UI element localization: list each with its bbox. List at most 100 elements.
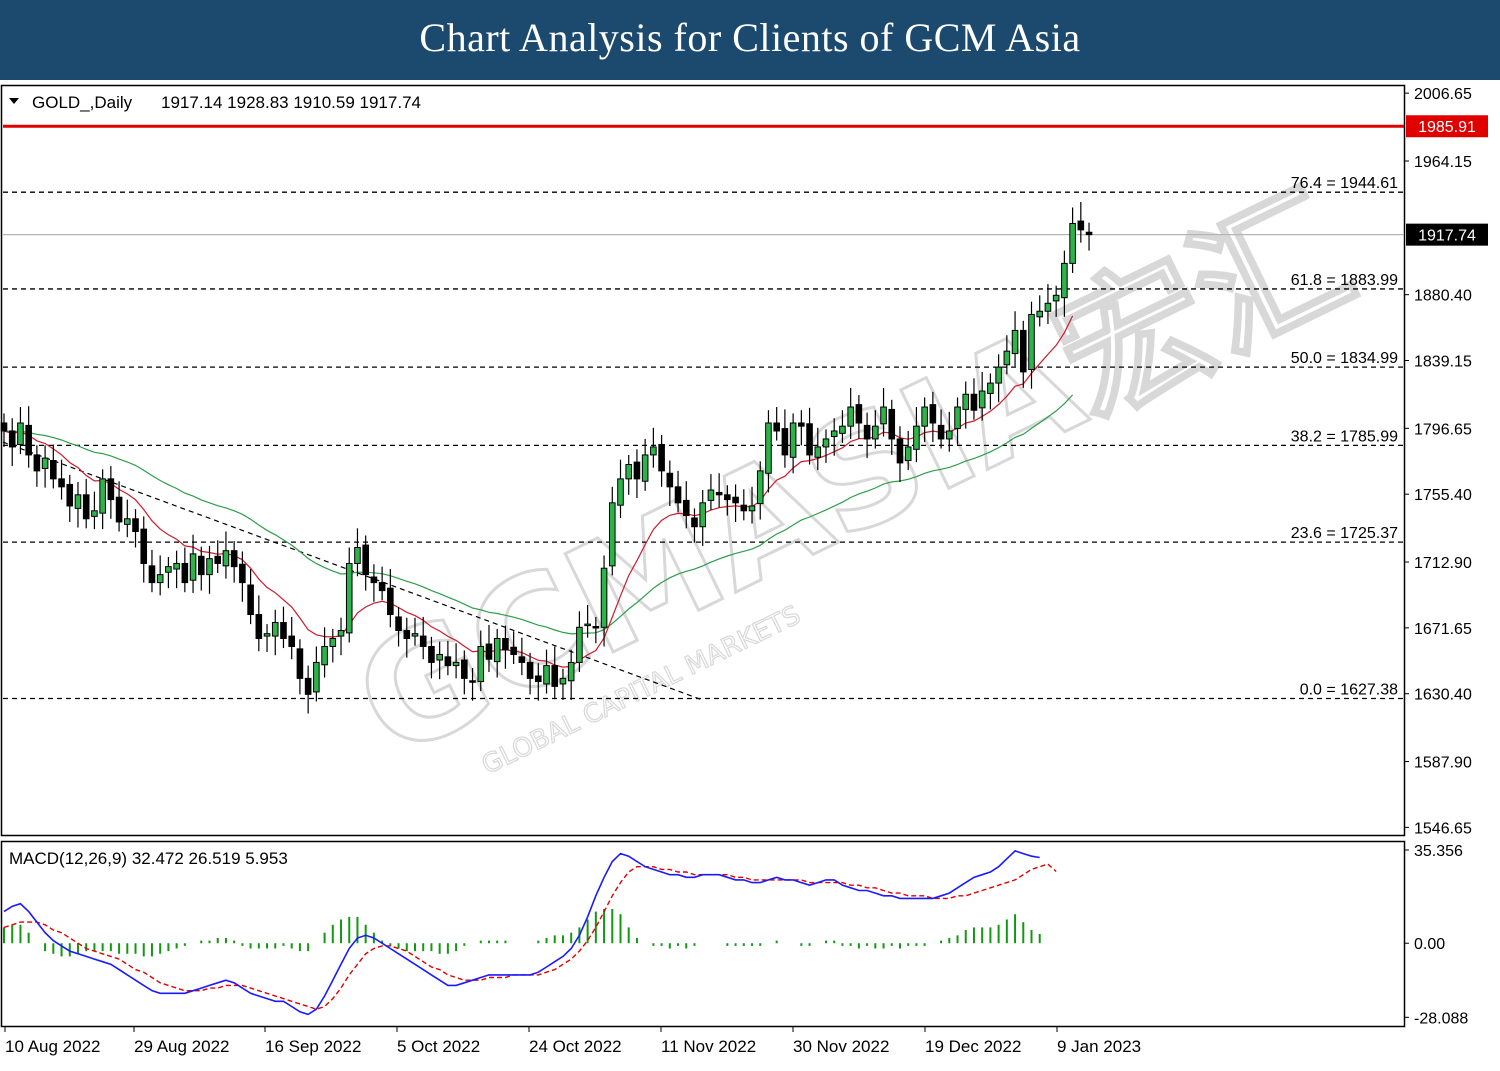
bull-candle [625,463,633,480]
bull-candle [1061,262,1068,299]
bull-candle [765,422,772,474]
bear-candle [66,483,74,507]
bear-candle [896,438,904,464]
bear-candle [296,648,304,679]
ohlc-label: 1917.14 1928.83 1910.59 1917.74 [161,93,421,112]
price-tick-label: 1796.65 [1414,421,1472,438]
bull-candle [124,518,131,525]
bear-candle [255,614,263,639]
bull-candle [822,438,830,448]
bull-candle [962,393,970,410]
bear-candle [82,494,90,520]
bull-candle [789,422,797,458]
price-tick-label: 1880.40 [1414,288,1472,305]
x-axis-label: 9 Jan 2023 [1057,1037,1141,1056]
fib-level-label: 0.0 = 1627.38 [1300,682,1398,699]
bull-candle [263,633,271,637]
x-axis-label: 11 Nov 2022 [661,1037,756,1056]
bull-candle [904,446,912,461]
bear-candle [132,518,139,533]
bear-candle [592,626,600,629]
bear-candle [937,424,945,440]
bull-candle [1036,310,1044,318]
bull-candle [748,505,756,512]
bull-candle [165,566,172,573]
bull-candle [954,406,961,430]
bull-candle [354,546,361,564]
symbol-label: GOLD_,Daily [32,93,133,112]
bear-candle [239,563,246,584]
fib-level-label: 23.6 = 1725.37 [1291,525,1398,542]
fib-level-label: 76.4 = 1944.61 [1291,175,1398,192]
bear-candle [25,424,32,456]
bear-candle [855,404,863,424]
bull-candle [543,665,550,685]
bull-candle [156,574,164,584]
bear-candle [666,472,674,488]
bear-candle [469,680,476,683]
bull-candle [313,661,320,693]
x-axis-label: 24 Oct 2022 [529,1037,622,1056]
macd-tick-label: -28.088 [1414,1010,1468,1027]
bear-candle [682,499,690,517]
bear-candle [181,562,189,584]
price-chart[interactable]: GCMASIA宏汇 GLOBAL CAPITAL MARKETS 2006.65… [0,80,1500,1071]
bull-candle [650,446,657,456]
bull-candle [756,470,764,505]
bear-candle [428,645,435,663]
x-axis-label: 29 Aug 2022 [134,1037,229,1056]
bear-candle [107,478,115,501]
bear-candle [304,677,312,695]
bull-candle [921,406,928,427]
bull-candle [452,661,460,667]
bull-candle [74,494,82,509]
bear-candle [715,491,723,496]
bear-candle [378,582,386,592]
bear-candle [214,555,222,564]
ma-slow-line [3,394,1074,635]
bull-candle [946,430,953,440]
bull-candle [978,390,986,409]
bear-candle [691,517,698,528]
bull-candle [872,425,879,440]
bear-candle [485,643,493,660]
bull-candle [337,629,345,637]
bear-candle [535,675,542,683]
bear-candle [510,646,517,655]
bear-candle [970,393,978,411]
price-tick-label: 2006.65 [1414,86,1472,103]
bull-candle [17,422,24,446]
bull-candle [847,406,854,427]
bear-candle [33,454,41,472]
bear-candle [387,587,394,616]
x-axis-label: 16 Sep 2022 [265,1037,361,1056]
bear-candle [362,544,369,576]
bear-candle [888,408,896,440]
bear-candle [115,496,123,523]
bear-candle [444,656,452,667]
header-banner: Chart Analysis for Clients of GCM Asia [0,0,1500,80]
bear-candle [140,528,148,564]
bear-candle [1077,220,1085,231]
bear-candle [0,422,8,432]
bull-candle [576,626,583,663]
bull-candle [411,633,419,637]
bear-candle [288,635,295,647]
page-title: Chart Analysis for Clients of GCM Asia [419,15,1081,60]
bear-candle [1085,231,1093,236]
bear-candle [8,430,16,448]
bull-candle [189,553,197,581]
bear-candle [773,422,780,432]
fib-level-label: 38.2 = 1785.99 [1291,428,1398,445]
bear-candle [658,444,665,472]
bull-candle [987,382,994,394]
bear-candle [148,565,156,584]
chart-labels: 2006.65 1964.15 1880.40 1839.15 1796.65 1755.… [3,86,1488,1056]
bull-candle [880,406,887,425]
macd-line [3,849,1040,1016]
bull-candle [345,562,353,634]
dropdown-arrow-icon[interactable] [9,98,19,104]
bear-candle [280,622,287,639]
candles [0,201,1093,714]
bull-candle [493,637,501,663]
